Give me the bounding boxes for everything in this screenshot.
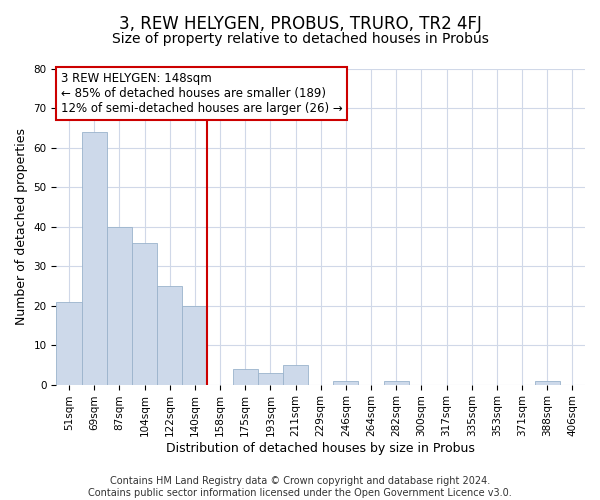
Y-axis label: Number of detached properties: Number of detached properties — [15, 128, 28, 326]
Bar — [233, 369, 258, 384]
Bar — [157, 286, 182, 384]
Bar — [258, 373, 283, 384]
Text: Size of property relative to detached houses in Probus: Size of property relative to detached ho… — [112, 32, 488, 46]
Bar — [82, 132, 107, 384]
Bar — [132, 242, 157, 384]
Bar — [182, 306, 208, 384]
Bar — [383, 380, 409, 384]
Bar — [56, 302, 82, 384]
Bar — [333, 380, 358, 384]
Text: 3, REW HELYGEN, PROBUS, TRURO, TR2 4FJ: 3, REW HELYGEN, PROBUS, TRURO, TR2 4FJ — [119, 15, 481, 33]
Bar — [535, 380, 560, 384]
X-axis label: Distribution of detached houses by size in Probus: Distribution of detached houses by size … — [166, 442, 475, 455]
Text: 3 REW HELYGEN: 148sqm
← 85% of detached houses are smaller (189)
12% of semi-det: 3 REW HELYGEN: 148sqm ← 85% of detached … — [61, 72, 343, 115]
Text: Contains HM Land Registry data © Crown copyright and database right 2024.
Contai: Contains HM Land Registry data © Crown c… — [88, 476, 512, 498]
Bar — [107, 227, 132, 384]
Bar — [283, 365, 308, 384]
